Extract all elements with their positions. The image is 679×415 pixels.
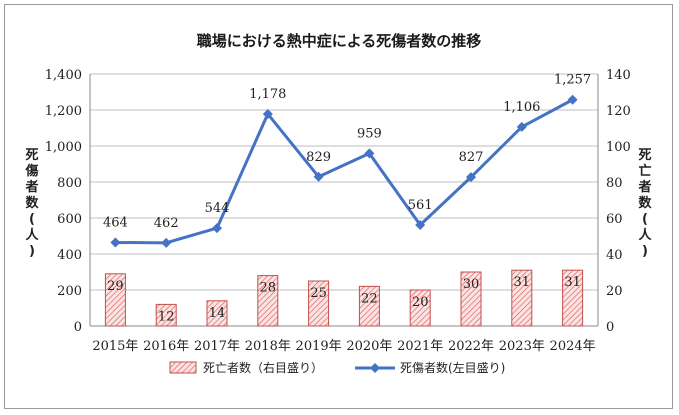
x-tick-label: 2023年 (499, 339, 545, 354)
y-left-tick-label: 1,000 (45, 140, 82, 155)
line-point (313, 171, 324, 182)
bar-data-label: 29 (107, 279, 124, 294)
bar (308, 280, 330, 327)
line-data-label: 544 (205, 201, 230, 216)
line-data-label: 827 (459, 150, 484, 165)
bar-data-label: 28 (260, 281, 277, 296)
y-right-tick-label: 100 (606, 140, 631, 155)
x-tick-label: 2017年 (194, 339, 240, 354)
x-tick-label: 2018年 (245, 339, 291, 354)
legend-line-marker (370, 363, 380, 373)
y-right-tick-label: 60 (606, 212, 623, 227)
bar-data-label: 14 (209, 306, 226, 321)
bar (460, 271, 482, 327)
line-data-label: 959 (357, 126, 382, 141)
bar (358, 285, 380, 327)
line-data-label: 1,178 (249, 87, 286, 102)
line-point (466, 172, 476, 183)
line-data-label: 1,257 (554, 73, 591, 88)
y-right-axis-label-char: 亡 (638, 163, 651, 179)
y-right-tick-label: 0 (606, 320, 614, 335)
line-data-label: 829 (306, 150, 331, 165)
y-left-tick-label: 800 (57, 176, 82, 191)
legend-bar-swatch (169, 361, 197, 374)
y-left-axis-label-char: 人 (25, 227, 39, 243)
y-right-axis-label-char: 者 (637, 179, 651, 195)
y-right-tick-label: 40 (606, 248, 623, 263)
bar-data-label: 12 (158, 309, 175, 324)
line-path (115, 98, 574, 245)
y-left-axis-label: 死傷者数(人) (24, 148, 39, 259)
bar-data-label: 25 (310, 286, 327, 301)
bar-data-label: 20 (412, 295, 429, 310)
y-right-axis-label-char: 死 (638, 148, 651, 163)
line-point (364, 148, 375, 159)
y-left-tick-label: 1,200 (45, 104, 82, 119)
bar-series: 29 12 14 28 25 22 20 30 31 31 (104, 269, 584, 327)
y-left-tick-label: 1,400 (45, 68, 82, 83)
y-left-axis-label-char: 傷 (24, 163, 38, 179)
bar-data-label: 31 (514, 275, 531, 290)
line-point (161, 237, 172, 248)
y-right-tick-label: 140 (606, 68, 631, 83)
y-left-tick-label: 600 (57, 212, 82, 227)
line-point (516, 121, 527, 132)
bar-data-label: 31 (564, 275, 581, 290)
x-tick-label: 2024年 (550, 339, 596, 354)
bar-data-label: 30 (463, 277, 480, 292)
y-left-axis-label-char: 者 (24, 179, 38, 195)
axis-ticks: 0 200 400 600 800 1,000 1,200 1,400 0 20 40 60 80 100… (45, 68, 631, 354)
bar (257, 275, 279, 327)
legend: 死亡者数（右目盛り） 死傷者数(左目盛り) (169, 360, 505, 375)
line-point (262, 108, 273, 119)
y-left-axis-label-char: 数 (25, 195, 39, 211)
y-left-axis-label-char: ( (29, 212, 35, 227)
axis-labels: 死傷者数(人)死亡者数(人) (24, 148, 652, 259)
y-right-tick-label: 20 (606, 284, 623, 299)
y-left-axis-label-char: 死 (25, 148, 38, 163)
bar (409, 289, 431, 327)
y-right-axis-label-char: 数 (638, 195, 652, 211)
line-point (212, 223, 222, 234)
y-right-tick-label: 80 (606, 176, 623, 191)
y-right-axis-label: 死亡者数(人) (637, 148, 652, 259)
line-point (110, 237, 121, 248)
bar (511, 269, 533, 327)
y-right-axis-label-char: ) (642, 244, 648, 259)
line-data-label: 462 (154, 216, 179, 231)
y-right-axis-label-char: ( (642, 212, 648, 227)
y-left-tick-label: 0 (74, 320, 82, 335)
x-tick-label: 2022年 (448, 339, 494, 354)
y-left-axis-label-char: ) (29, 244, 35, 259)
chart-title: 職場における熱中症による死傷者数の推移 (197, 32, 482, 50)
bar (206, 300, 228, 327)
line-point (567, 94, 578, 105)
x-tick-label: 2021年 (397, 339, 443, 354)
y-left-tick-label: 400 (57, 248, 82, 263)
bar (104, 273, 126, 327)
line-data-label: 561 (408, 198, 433, 213)
line-series: 464 462 544 1,178 829 959 561 827 1,106 1,257 (103, 73, 591, 248)
bar (155, 303, 177, 327)
line-point (415, 220, 426, 231)
chart-frame (4, 4, 673, 409)
bar (562, 269, 584, 327)
x-tick-label: 2019年 (296, 339, 342, 354)
line-data-label: 1,106 (503, 100, 540, 115)
bar-data-label: 22 (361, 291, 378, 306)
y-left-tick-label: 200 (57, 284, 82, 299)
legend-bar-label: 死亡者数（右目盛り） (203, 360, 323, 375)
x-tick-label: 2015年 (92, 339, 138, 354)
y-right-axis-label-char: 人 (638, 227, 652, 243)
y-right-tick-label: 120 (606, 104, 631, 119)
x-tick-label: 2020年 (346, 339, 392, 354)
legend-line-label: 死傷者数(左目盛り) (400, 360, 505, 375)
line-data-label: 464 (103, 215, 128, 230)
x-tick-label: 2016年 (143, 339, 189, 354)
